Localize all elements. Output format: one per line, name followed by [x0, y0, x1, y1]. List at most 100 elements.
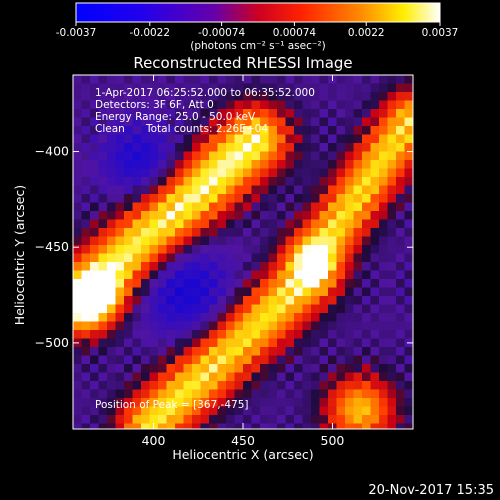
heatmap-cell [217, 372, 227, 382]
heatmap-cell [328, 168, 337, 178]
heatmap-cell [243, 143, 252, 152]
heatmap-cell [226, 236, 235, 246]
heatmap-cell [73, 313, 82, 322]
heatmap-cell [98, 109, 108, 118]
heatmap-cell [319, 177, 329, 186]
heatmap-cell [302, 109, 312, 118]
heatmap-cell [234, 117, 244, 127]
heatmap-cell [277, 372, 286, 382]
heatmap-cell [370, 177, 380, 186]
heatmap-cell [302, 415, 312, 424]
heatmap-cell [370, 211, 380, 220]
heatmap-cell [328, 321, 337, 331]
heatmap-cell [345, 287, 354, 297]
heatmap-cell [217, 134, 227, 144]
heatmap-cell [319, 372, 329, 382]
heatmap-cell [328, 389, 337, 399]
heatmap-cell [243, 92, 252, 101]
heatmap-cell [311, 126, 320, 135]
heatmap-cell [353, 364, 363, 373]
heatmap-cell [200, 143, 210, 152]
heatmap-cell [90, 236, 99, 246]
heatmap-cell [132, 228, 142, 237]
heatmap-cell [328, 279, 337, 288]
heatmap-cell [311, 372, 320, 382]
heatmap-cell [370, 236, 380, 246]
heatmap-cell [98, 134, 108, 144]
heatmap-cell [379, 245, 388, 254]
heatmap-cell [209, 296, 218, 305]
heatmap-cell [370, 398, 380, 407]
heatmap-cell [387, 415, 397, 424]
heatmap-cell [396, 398, 405, 407]
heatmap-cell [132, 313, 142, 322]
heatmap-cell [260, 398, 269, 407]
heatmap-cell [141, 304, 150, 314]
heatmap-cell [396, 83, 405, 93]
heatmap-cell [98, 398, 108, 407]
heatmap-cell [396, 355, 405, 365]
heatmap-cell [353, 321, 363, 331]
heatmap-cell [285, 253, 295, 263]
heatmap-cell [90, 177, 99, 186]
heatmap-cell [243, 270, 252, 280]
heatmap-cell [226, 194, 235, 203]
heatmap-cell [149, 321, 159, 331]
heatmap-cell [370, 219, 380, 229]
heatmap-cell [379, 415, 388, 424]
heatmap-cell [115, 92, 125, 101]
heatmap-cell [132, 219, 142, 229]
heatmap-cell [73, 330, 82, 339]
heatmap-cell [149, 168, 159, 178]
heatmap-cell [362, 398, 371, 407]
heatmap-cell [387, 253, 397, 263]
heatmap-cell [149, 330, 159, 339]
x-tick-label: 450 [231, 433, 255, 448]
heatmap-cell [192, 219, 201, 229]
heatmap-cell [217, 389, 227, 399]
heatmap-cell [294, 415, 303, 424]
heatmap-cell [251, 415, 261, 424]
heatmap-cell [362, 151, 371, 161]
heatmap-cell [132, 296, 142, 305]
heatmap-cell [353, 219, 363, 229]
heatmap-cell [243, 338, 252, 348]
heatmap-cell [141, 109, 150, 118]
heatmap-cell [158, 279, 167, 288]
heatmap-cell [251, 194, 261, 203]
heatmap-cell [73, 143, 82, 152]
heatmap-cell [200, 381, 210, 390]
heatmap-cell [107, 109, 116, 118]
heatmap-cell [328, 270, 337, 280]
heatmap-cell [166, 296, 176, 305]
heatmap-cell [396, 202, 405, 212]
heatmap-cell [158, 296, 167, 305]
heatmap-cell [260, 270, 269, 280]
heatmap-cell [328, 364, 337, 373]
heatmap-cell [260, 109, 269, 118]
heatmap-cell [183, 389, 193, 399]
heatmap-cell [285, 270, 295, 280]
heatmap-cell [285, 398, 295, 407]
heatmap-cell [183, 262, 193, 271]
heatmap-cell [251, 287, 261, 297]
heatmap-cell [107, 228, 116, 237]
heatmap-cell [98, 372, 108, 382]
heatmap-cell [311, 219, 320, 229]
heatmap-cell [141, 134, 150, 144]
heatmap-cell [251, 185, 261, 195]
heatmap-cell [396, 245, 405, 254]
heatmap-cell [336, 270, 346, 280]
heatmap-cell [209, 262, 218, 271]
heatmap-cell [192, 313, 201, 322]
heatmap-cell [396, 253, 405, 263]
heatmap-cell [234, 202, 244, 212]
heatmap-cell [226, 270, 235, 280]
heatmap-cell [294, 228, 303, 237]
heatmap-cell [124, 321, 133, 331]
heatmap-cell [141, 364, 150, 373]
heatmap-cell [345, 398, 354, 407]
heatmap-cell [311, 245, 320, 254]
heatmap-cell [149, 92, 159, 101]
heatmap-cell [175, 338, 184, 348]
